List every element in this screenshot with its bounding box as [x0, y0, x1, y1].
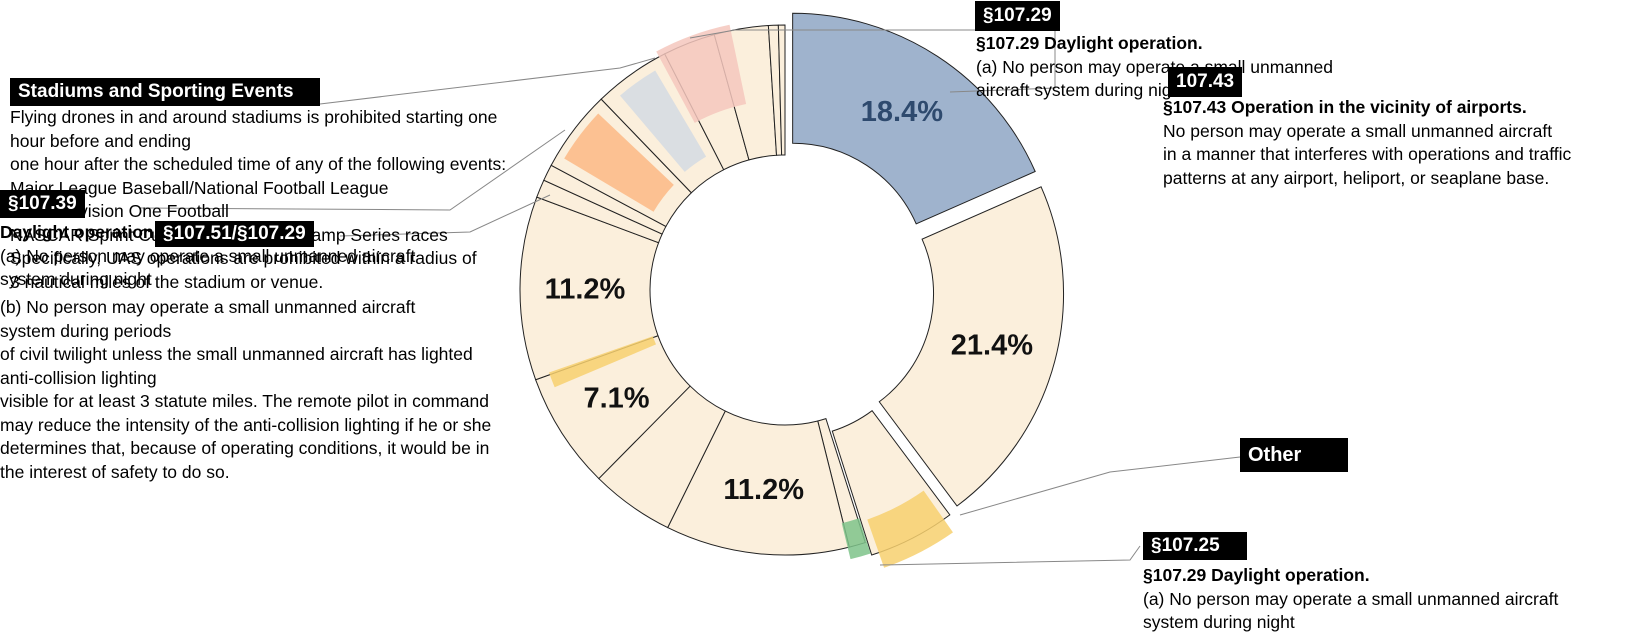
tag-107-29: §107.29: [975, 1, 1060, 31]
slice-15: [777, 24, 786, 156]
callout-107-43-line: No person may operate a small unmanned a…: [1163, 120, 1553, 141]
highlights-group: [549, 24, 953, 568]
callout-stadiums-line: one hour after the scheduled time of any…: [10, 154, 507, 174]
highlight-0: [867, 490, 953, 568]
callout-107-29-line: (a) No person may operate a small unmann…: [976, 56, 1333, 77]
slice-0: [792, 12, 1036, 225]
callout-107-51-line: the interest of safety to do so.: [0, 461, 230, 482]
callout-107-51-line: determines that, because of operating co…: [0, 438, 490, 458]
leader-10739: [139, 129, 566, 211]
leader-other: [959, 456, 1241, 516]
tag-other: Other: [1240, 438, 1348, 472]
callout-107-43: §107.43 Operation in the vicinity of air…: [1163, 96, 1571, 190]
callout-107-51-line: system during periods: [0, 320, 172, 341]
callout-107-39-line: system during night: [0, 269, 152, 289]
callout-107-51-line: visible for at least 3 statute miles. Th…: [0, 391, 489, 411]
highlight-5: [656, 24, 747, 123]
callout-stadiums-line: Flying drones in and around stadiums is …: [10, 107, 498, 127]
callout-107-39-line: (a) No person may operate a small unmann…: [0, 245, 416, 266]
leader-stadiums: [319, 57, 656, 105]
value-label-4: 11.2%: [723, 474, 804, 506]
tag-107-25: §107.25: [1143, 532, 1247, 560]
callout-stadiums-line: hour before and ending: [10, 130, 191, 151]
tag-107-43: 107.43: [1168, 67, 1243, 97]
highlight-3: [564, 113, 674, 212]
value-labels: 18.4% 21.4% 11.2% 7.1% 11.2%: [545, 96, 1034, 506]
value-label-7: 11.2%: [545, 274, 626, 306]
tag-107-39: §107.39: [0, 190, 85, 218]
leader-lines: [139, 29, 1241, 566]
slice-1: [878, 186, 1065, 507]
callout-stadiums-line: 3 nautical miles of the stadium or venue…: [10, 271, 324, 292]
callout-107-39: Daylight operation. (a) No person may op…: [0, 221, 415, 292]
callout-107-51-line: anti-collision lighting: [0, 367, 157, 388]
callout-107-51: (b) No person may operate a small unmann…: [0, 296, 491, 484]
callout-107-25-line: (a) No person may operate a small unmann…: [1143, 588, 1559, 609]
tag-stadiums: Stadiums and Sporting Events: [10, 78, 320, 106]
value-label-6: 7.1%: [583, 383, 649, 415]
callout-107-43-heading: §107.43 Operation in the vicinity of air…: [1163, 97, 1527, 117]
value-label-1: 21.4%: [951, 330, 1033, 362]
callout-107-29: §107.29 Daylight operation. (a) No perso…: [976, 32, 1333, 103]
callout-107-29-heading: §107.29 Daylight operation.: [976, 33, 1203, 53]
callout-107-51-line: of civil twilight unless the small unman…: [0, 344, 473, 364]
tag-107-51: §107.51/§107.29: [155, 221, 314, 247]
leader-10725: [879, 545, 1141, 566]
callout-107-51-line: may reduce the intensity of the anti-col…: [0, 414, 492, 435]
highlight-2: [549, 336, 657, 388]
callout-stadiums-line: Major League Baseball/National Football …: [10, 177, 389, 198]
callout-107-51-line: (b) No person may operate a small unmann…: [0, 297, 416, 317]
callout-107-25: §107.29 Daylight operation. (a) No perso…: [1143, 564, 1558, 635]
callout-stadiums-line: Specifically, UAS operations are prohibi…: [10, 248, 477, 268]
callout-stadiums: Flying drones in and around stadiums is …: [10, 106, 506, 294]
callout-107-25-heading: §107.29 Daylight operation.: [1143, 565, 1370, 585]
highlight-4: [620, 70, 707, 172]
value-label-0: 18.4%: [861, 96, 943, 128]
leader-10751: [339, 194, 551, 237]
callout-107-43-line: in a manner that interferes with operati…: [1163, 144, 1572, 164]
callout-107-29-line: aircraft system during night: [976, 80, 1187, 100]
callout-107-25-line: system during night: [1143, 612, 1295, 632]
callout-107-43-line: patterns at any airport, heliport, or se…: [1163, 167, 1550, 188]
callout-107-39-line: Daylight operation.: [0, 222, 159, 242]
highlight-1: [841, 518, 871, 560]
